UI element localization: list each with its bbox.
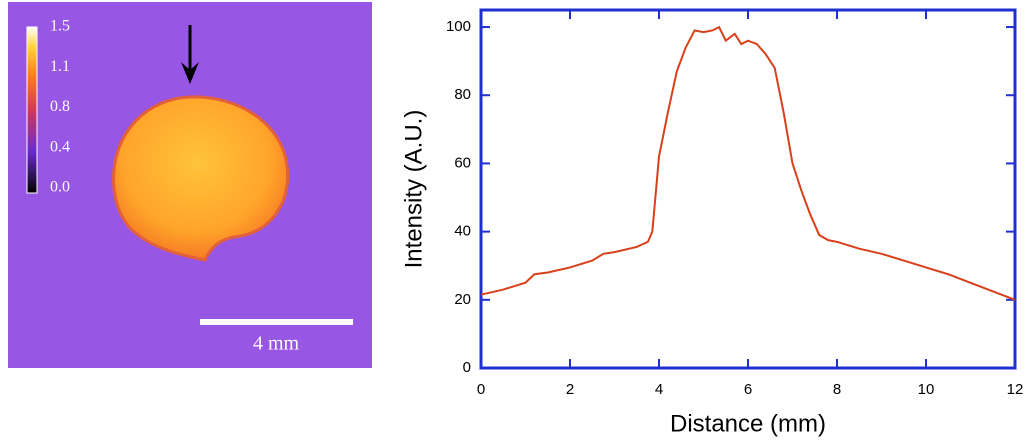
y-tick-label: 20 bbox=[454, 291, 471, 308]
scale-bar-label: 4 mm bbox=[253, 333, 300, 355]
plot-frame bbox=[479, 8, 1017, 370]
colorbar-label: 0.4 bbox=[50, 138, 70, 155]
y-axis-label: Intensity (A.U.) bbox=[400, 110, 427, 269]
x-tick-label: 8 bbox=[833, 381, 841, 398]
y-tick-label: 0 bbox=[463, 359, 471, 376]
colorbar bbox=[26, 26, 38, 194]
y-tick-label: 60 bbox=[454, 154, 471, 171]
x-tick-label: 12 bbox=[1007, 381, 1024, 398]
colorbar-label: 0.0 bbox=[50, 178, 70, 195]
x-tick-label: 2 bbox=[566, 381, 574, 398]
colorbar-label: 1.5 bbox=[50, 18, 70, 35]
x-tick-label: 10 bbox=[918, 381, 935, 398]
x-tick-label: 6 bbox=[744, 381, 752, 398]
arrow-head bbox=[181, 62, 199, 84]
image-panel: 4 mm bbox=[8, 2, 372, 368]
y-tick-label: 80 bbox=[454, 86, 471, 103]
intensity-line bbox=[480, 25, 1016, 301]
colorbar-label: 0.8 bbox=[50, 98, 70, 115]
y-tick-label: 40 bbox=[454, 223, 471, 240]
colorbar-label: 1.1 bbox=[50, 58, 70, 75]
x-tick-label: 0 bbox=[477, 381, 485, 398]
x-tick-label: 4 bbox=[655, 381, 663, 398]
x-axis-label: Distance (mm) bbox=[670, 410, 826, 437]
sample-spot bbox=[112, 95, 290, 262]
y-tick-label: 100 bbox=[446, 18, 471, 35]
